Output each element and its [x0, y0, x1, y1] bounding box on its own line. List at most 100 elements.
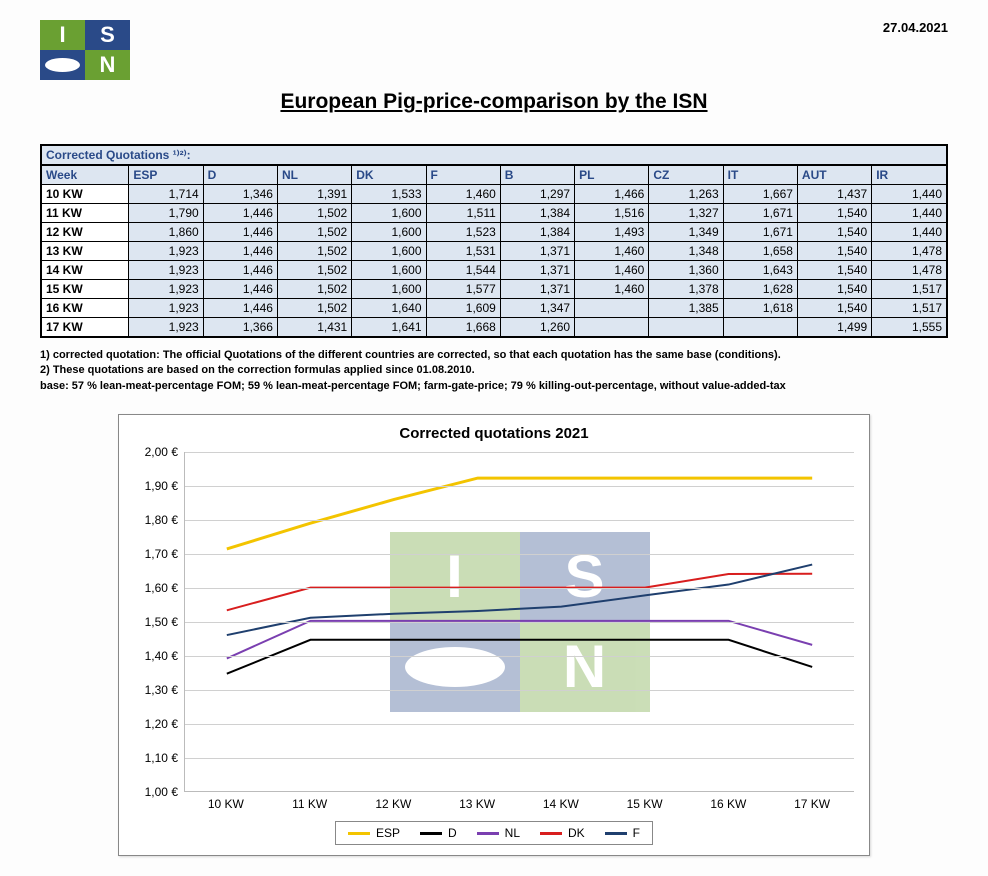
- table-col-cz: CZ: [649, 165, 723, 185]
- value-cell: 1,671: [723, 223, 797, 242]
- value-cell: 1,347: [500, 299, 574, 318]
- gridline: [185, 452, 854, 453]
- table-row: 13 KW1,9231,4461,5021,6001,5311,3711,460…: [41, 242, 947, 261]
- value-cell: 1,460: [575, 261, 649, 280]
- chart-y-axis-labels: 1,00 €1,10 €1,20 €1,30 €1,40 €1,50 €1,60…: [134, 452, 184, 792]
- x-tick-label: 12 KW: [352, 792, 436, 811]
- chart-container: Corrected quotations 2021 1,00 €1,10 €1,…: [118, 414, 870, 856]
- value-cell: 1,346: [203, 185, 277, 204]
- value-cell: 1,446: [203, 223, 277, 242]
- value-cell: 1,790: [129, 204, 203, 223]
- logo-letter-i: I: [40, 20, 85, 50]
- week-cell: 16 KW: [41, 299, 129, 318]
- value-cell: 1,923: [129, 299, 203, 318]
- table-row: 17 KW1,9231,3661,4311,6411,6681,2601,499…: [41, 318, 947, 338]
- y-tick-label: 1,70 €: [145, 547, 178, 561]
- legend-label: F: [633, 826, 640, 840]
- value-cell: 1,555: [872, 318, 947, 338]
- value-cell: 1,446: [203, 261, 277, 280]
- legend-swatch: [420, 832, 442, 835]
- value-cell: 1,440: [872, 204, 947, 223]
- legend-label: NL: [505, 826, 520, 840]
- value-cell: 1,577: [426, 280, 500, 299]
- value-cell: 1,502: [277, 299, 351, 318]
- chart-x-axis-labels: 10 KW11 KW12 KW13 KW14 KW15 KW16 KW17 KW: [184, 792, 854, 811]
- logo-letter-s: S: [85, 20, 130, 50]
- value-cell: 1,327: [649, 204, 723, 223]
- legend-swatch: [540, 832, 562, 835]
- value-cell: 1,511: [426, 204, 500, 223]
- value-cell: 1,667: [723, 185, 797, 204]
- value-cell: 1,360: [649, 261, 723, 280]
- series-line-dk: [227, 574, 812, 611]
- value-cell: 1,478: [872, 261, 947, 280]
- table-row: 10 KW1,7141,3461,3911,5331,4601,2971,466…: [41, 185, 947, 204]
- page-title: European Pig-price-comparison by the ISN: [40, 90, 948, 114]
- x-tick-label: 10 KW: [184, 792, 268, 811]
- y-tick-label: 1,30 €: [145, 683, 178, 697]
- logo-letter-n: N: [85, 50, 130, 80]
- value-cell: 1,478: [872, 242, 947, 261]
- y-tick-label: 1,40 €: [145, 649, 178, 663]
- value-cell: [575, 318, 649, 338]
- gridline: [185, 554, 854, 555]
- table-body: 10 KW1,7141,3461,3911,5331,4601,2971,466…: [41, 185, 947, 338]
- value-cell: 1,502: [277, 204, 351, 223]
- value-cell: [723, 318, 797, 338]
- value-cell: 1,440: [872, 223, 947, 242]
- value-cell: 1,460: [575, 280, 649, 299]
- value-cell: 1,371: [500, 242, 574, 261]
- value-cell: 1,297: [500, 185, 574, 204]
- value-cell: 1,540: [797, 280, 871, 299]
- table-col-d: D: [203, 165, 277, 185]
- gridline: [185, 588, 854, 589]
- value-cell: 1,460: [575, 242, 649, 261]
- y-tick-label: 1,90 €: [145, 479, 178, 493]
- x-tick-label: 13 KW: [435, 792, 519, 811]
- value-cell: [649, 318, 723, 338]
- legend-item-esp: ESP: [348, 826, 400, 840]
- value-cell: 1,923: [129, 242, 203, 261]
- y-tick-label: 1,10 €: [145, 751, 178, 765]
- y-tick-label: 2,00 €: [145, 445, 178, 459]
- y-tick-label: 1,80 €: [145, 513, 178, 527]
- value-cell: 1,502: [277, 280, 351, 299]
- y-tick-label: 1,20 €: [145, 717, 178, 731]
- value-cell: 1,517: [872, 280, 947, 299]
- week-cell: 14 KW: [41, 261, 129, 280]
- y-tick-label: 1,50 €: [145, 615, 178, 629]
- legend-item-d: D: [420, 826, 457, 840]
- value-cell: 1,540: [797, 261, 871, 280]
- legend-label: ESP: [376, 826, 400, 840]
- footnote-1: 1) corrected quotation: The official Quo…: [40, 348, 948, 363]
- legend-item-dk: DK: [540, 826, 585, 840]
- value-cell: 1,371: [500, 261, 574, 280]
- table-col-it: IT: [723, 165, 797, 185]
- table-row: 12 KW1,8601,4461,5021,6001,5231,3841,493…: [41, 223, 947, 242]
- value-cell: 1,668: [426, 318, 500, 338]
- value-cell: 1,260: [500, 318, 574, 338]
- legend-label: D: [448, 826, 457, 840]
- table-col-aut: AUT: [797, 165, 871, 185]
- value-cell: 1,440: [872, 185, 947, 204]
- table-col-f: F: [426, 165, 500, 185]
- week-cell: 11 KW: [41, 204, 129, 223]
- week-cell: 13 KW: [41, 242, 129, 261]
- value-cell: 1,671: [723, 204, 797, 223]
- table-col-ir: IR: [872, 165, 947, 185]
- value-cell: 1,658: [723, 242, 797, 261]
- table-col-esp: ESP: [129, 165, 203, 185]
- value-cell: 1,502: [277, 242, 351, 261]
- value-cell: 1,923: [129, 318, 203, 338]
- y-tick-label: 1,00 €: [145, 785, 178, 799]
- x-tick-label: 14 KW: [519, 792, 603, 811]
- value-cell: 1,466: [575, 185, 649, 204]
- value-cell: 1,378: [649, 280, 723, 299]
- value-cell: 1,618: [723, 299, 797, 318]
- week-cell: 17 KW: [41, 318, 129, 338]
- value-cell: [575, 299, 649, 318]
- value-cell: 1,431: [277, 318, 351, 338]
- value-cell: 1,446: [203, 204, 277, 223]
- value-cell: 1,600: [352, 242, 426, 261]
- chart-plot: I S N: [184, 452, 854, 792]
